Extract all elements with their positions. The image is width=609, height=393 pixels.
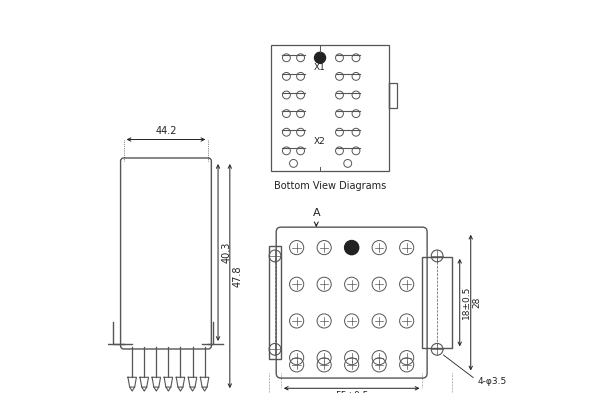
Text: X1: X1 [314, 62, 326, 72]
Circle shape [283, 91, 290, 99]
Circle shape [352, 54, 360, 62]
Circle shape [283, 128, 290, 136]
Circle shape [352, 72, 360, 80]
Circle shape [352, 128, 360, 136]
Text: 28: 28 [473, 297, 482, 308]
Circle shape [297, 72, 304, 80]
Circle shape [336, 128, 343, 136]
Bar [271, 45, 389, 171]
Text: 44.2: 44.2 [155, 126, 177, 136]
Circle shape [336, 91, 343, 99]
Circle shape [297, 54, 304, 62]
Text: 47.8: 47.8 [233, 265, 243, 287]
Circle shape [289, 160, 297, 167]
Circle shape [336, 72, 343, 80]
Circle shape [283, 147, 290, 155]
Circle shape [336, 110, 343, 118]
Bar [389, 83, 397, 108]
Circle shape [283, 72, 290, 80]
Text: Bottom View Diagrams: Bottom View Diagrams [274, 181, 386, 191]
Circle shape [336, 147, 343, 155]
Circle shape [344, 160, 351, 167]
Circle shape [297, 147, 304, 155]
Circle shape [352, 91, 360, 99]
Circle shape [352, 147, 360, 155]
Text: 18±0.5: 18±0.5 [462, 286, 471, 319]
Circle shape [345, 241, 359, 255]
Text: 4-φ3.5: 4-φ3.5 [477, 377, 507, 386]
Circle shape [297, 110, 304, 118]
Text: 55±0.5: 55±0.5 [335, 391, 368, 393]
Text: A: A [312, 208, 320, 218]
Circle shape [283, 54, 290, 62]
Circle shape [336, 54, 343, 62]
Circle shape [283, 110, 290, 118]
Text: X2: X2 [314, 137, 326, 146]
Circle shape [297, 91, 304, 99]
Bar [269, 246, 281, 359]
Text: 40.3: 40.3 [221, 242, 231, 263]
Circle shape [297, 128, 304, 136]
Bar [423, 257, 452, 348]
Circle shape [352, 110, 360, 118]
Circle shape [314, 52, 326, 63]
